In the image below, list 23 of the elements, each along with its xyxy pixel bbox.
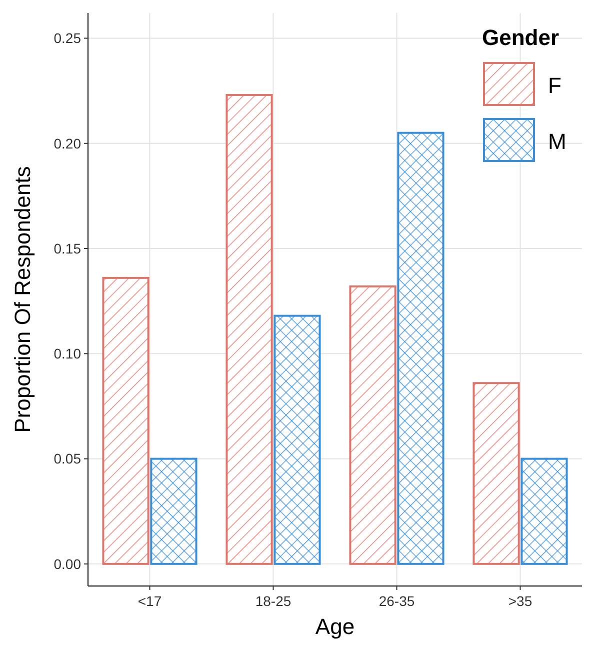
y-tick-label: 0.05: [54, 450, 82, 467]
bar: [349, 285, 396, 565]
bar: [397, 132, 444, 565]
bar: [520, 458, 568, 565]
bar: [226, 94, 273, 565]
bar: [472, 382, 520, 565]
bar: [102, 276, 150, 565]
x-axis-title: Age: [315, 614, 355, 639]
legend-label: M: [548, 129, 566, 154]
y-tick-label: 0.00: [54, 556, 82, 572]
legend-label: F: [548, 73, 562, 98]
y-tick-label: 0.25: [54, 30, 82, 46]
x-tick-label: >35: [508, 593, 532, 609]
bar: [274, 314, 321, 565]
bar: [150, 458, 198, 565]
y-tick-label: 0.10: [54, 346, 82, 362]
y-tick-label: 0.20: [54, 135, 82, 152]
x-tick-label: 26-35: [378, 593, 415, 609]
y-tick-label: 0.15: [54, 240, 82, 256]
legend-title: Gender: [482, 25, 560, 50]
x-tick-label: 18-25: [255, 593, 292, 609]
x-tick-label: <17: [138, 593, 162, 609]
y-axis-title: Proportion Of Respondents: [10, 166, 35, 433]
